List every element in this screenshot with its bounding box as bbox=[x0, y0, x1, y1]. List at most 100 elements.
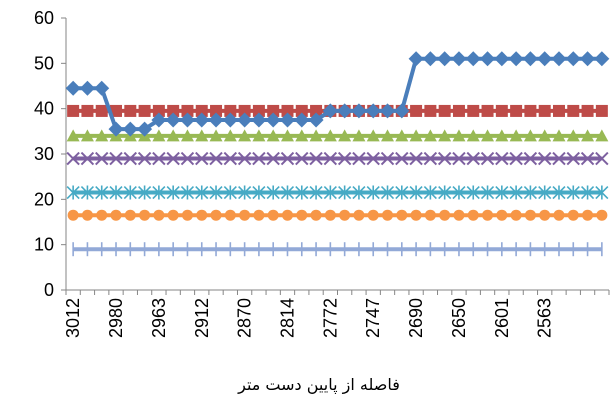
data-point bbox=[467, 209, 479, 221]
data-point bbox=[109, 185, 123, 200]
data-point bbox=[394, 103, 410, 119]
data-point bbox=[239, 209, 251, 221]
series-5 bbox=[66, 185, 609, 200]
data-point bbox=[538, 185, 552, 200]
data-point bbox=[381, 129, 395, 142]
data-point bbox=[238, 129, 252, 142]
data-point bbox=[452, 185, 466, 200]
plot-area bbox=[65, 51, 610, 257]
data-point bbox=[309, 129, 323, 142]
data-point bbox=[422, 51, 438, 67]
data-point bbox=[595, 151, 609, 166]
data-point bbox=[596, 209, 608, 221]
data-point bbox=[180, 185, 195, 200]
data-point bbox=[552, 151, 566, 166]
data-point bbox=[437, 151, 452, 166]
data-point bbox=[410, 209, 422, 221]
data-point bbox=[166, 151, 180, 166]
data-point bbox=[295, 129, 309, 142]
data-point bbox=[439, 209, 451, 221]
data-point bbox=[251, 112, 267, 128]
data-point bbox=[310, 104, 323, 117]
data-point bbox=[281, 104, 294, 117]
data-point bbox=[280, 185, 295, 200]
data-point bbox=[524, 209, 536, 221]
data-point bbox=[95, 104, 108, 117]
data-point bbox=[138, 185, 152, 200]
data-point bbox=[152, 104, 165, 117]
data-point bbox=[79, 80, 95, 96]
data-point bbox=[281, 209, 293, 221]
chart-axes: 0 10 20 30 40 50 60 3012 2980 2963 2912 2870 2814 277… bbox=[34, 8, 610, 338]
data-point bbox=[137, 121, 153, 137]
data-point bbox=[280, 129, 294, 142]
data-point bbox=[151, 112, 167, 128]
data-point bbox=[395, 129, 409, 142]
series-line bbox=[73, 56, 602, 132]
data-point bbox=[252, 129, 266, 142]
data-point bbox=[480, 51, 496, 67]
data-point bbox=[509, 129, 523, 142]
data-point bbox=[95, 129, 109, 142]
data-point bbox=[337, 103, 353, 119]
data-point bbox=[538, 129, 552, 142]
data-point bbox=[296, 209, 308, 221]
data-point bbox=[167, 209, 179, 221]
data-point bbox=[366, 185, 380, 200]
data-point bbox=[252, 185, 266, 200]
data-point bbox=[581, 185, 595, 200]
data-point bbox=[565, 51, 581, 67]
data-point bbox=[209, 185, 223, 200]
data-point bbox=[523, 129, 537, 142]
data-point bbox=[509, 151, 523, 166]
x-tick-label: 2650 bbox=[449, 298, 469, 338]
data-point bbox=[323, 185, 337, 200]
x-tick-label: 2870 bbox=[235, 298, 255, 338]
data-point bbox=[166, 129, 180, 142]
data-point bbox=[595, 104, 608, 117]
x-tick-label: 2912 bbox=[192, 298, 212, 338]
data-point bbox=[179, 112, 195, 128]
data-point bbox=[237, 151, 252, 166]
data-point bbox=[352, 129, 366, 142]
data-point bbox=[209, 129, 223, 142]
data-point bbox=[423, 151, 438, 166]
data-point bbox=[337, 151, 352, 166]
series-3 bbox=[66, 129, 609, 142]
data-point bbox=[537, 151, 552, 166]
data-point bbox=[538, 104, 551, 117]
data-point bbox=[67, 104, 80, 117]
data-point bbox=[123, 151, 138, 166]
data-point bbox=[567, 209, 579, 221]
data-point bbox=[167, 104, 180, 117]
data-point bbox=[66, 129, 80, 142]
data-point bbox=[366, 129, 380, 142]
data-point bbox=[237, 112, 253, 128]
data-point bbox=[466, 129, 480, 142]
data-point bbox=[153, 209, 165, 221]
data-point bbox=[124, 104, 137, 117]
x-tick-label: 2963 bbox=[149, 298, 169, 338]
data-point bbox=[195, 185, 209, 200]
data-point bbox=[496, 209, 508, 221]
data-point bbox=[523, 185, 537, 200]
data-point bbox=[152, 151, 166, 166]
data-point bbox=[310, 209, 322, 221]
data-point bbox=[495, 151, 509, 166]
data-point bbox=[252, 104, 265, 117]
data-point bbox=[452, 104, 465, 117]
data-point bbox=[223, 151, 238, 166]
data-point bbox=[438, 185, 452, 200]
data-point bbox=[581, 129, 595, 142]
data-point bbox=[81, 104, 94, 117]
data-point bbox=[80, 129, 94, 142]
y-tick-label: 40 bbox=[34, 99, 54, 119]
data-point bbox=[509, 185, 523, 200]
series-7 bbox=[72, 242, 603, 257]
x-tick-label: 2747 bbox=[363, 298, 383, 338]
data-point bbox=[222, 112, 238, 128]
data-point bbox=[395, 151, 409, 166]
data-point bbox=[537, 51, 553, 67]
data-point bbox=[594, 51, 610, 67]
data-point bbox=[495, 129, 509, 142]
